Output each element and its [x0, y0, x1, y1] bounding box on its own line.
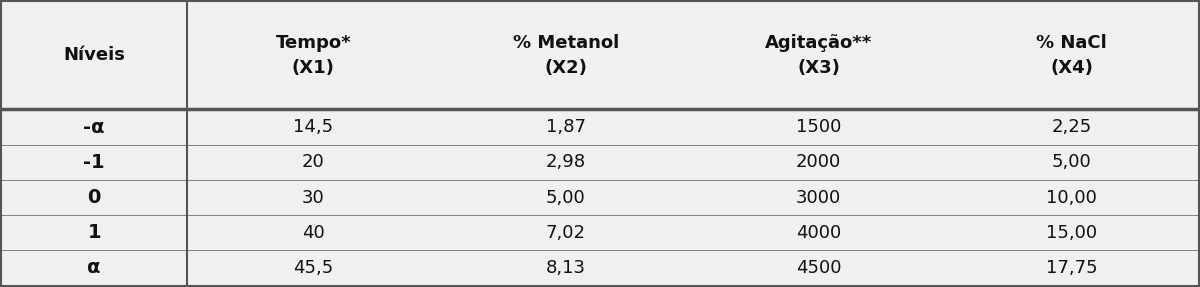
Text: 45,5: 45,5	[293, 259, 334, 277]
Text: 4000: 4000	[796, 224, 841, 242]
Text: Agitação**
(X3): Agitação** (X3)	[764, 34, 872, 77]
Text: % Metanol
(X2): % Metanol (X2)	[512, 34, 619, 77]
Text: -α: -α	[84, 117, 104, 137]
Text: 5,00: 5,00	[1052, 153, 1092, 171]
Text: 1,87: 1,87	[546, 118, 586, 136]
Text: 8,13: 8,13	[546, 259, 586, 277]
Text: 7,02: 7,02	[546, 224, 586, 242]
Text: 5,00: 5,00	[546, 189, 586, 207]
Text: 14,5: 14,5	[293, 118, 334, 136]
Text: 1500: 1500	[796, 118, 841, 136]
Text: 4500: 4500	[796, 259, 841, 277]
Text: -1: -1	[83, 153, 104, 172]
Text: 1: 1	[88, 223, 101, 242]
Text: Níveis: Níveis	[64, 46, 125, 64]
Text: % NaCl
(X4): % NaCl (X4)	[1037, 34, 1108, 77]
Text: 40: 40	[302, 224, 325, 242]
Text: α: α	[88, 259, 101, 278]
Text: 2000: 2000	[796, 153, 841, 171]
Text: Tempo*
(X1): Tempo* (X1)	[276, 34, 352, 77]
Text: 0: 0	[88, 188, 101, 207]
Text: 2,98: 2,98	[546, 153, 586, 171]
Text: 10,00: 10,00	[1046, 189, 1097, 207]
Text: 2,25: 2,25	[1051, 118, 1092, 136]
Text: 30: 30	[302, 189, 325, 207]
Text: 20: 20	[302, 153, 325, 171]
Text: 17,75: 17,75	[1046, 259, 1098, 277]
Text: 15,00: 15,00	[1046, 224, 1097, 242]
Text: 3000: 3000	[796, 189, 841, 207]
